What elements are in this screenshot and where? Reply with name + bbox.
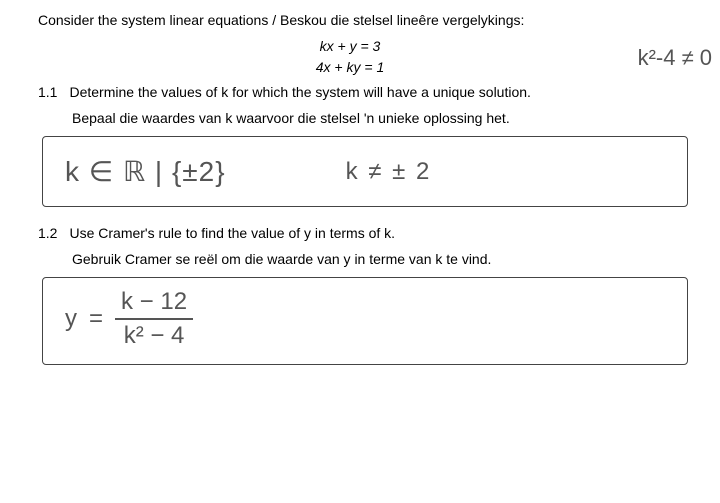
equation-block: kx + y = 3 4x + ky = 1 — [38, 36, 692, 78]
equals-sign: = — [89, 305, 103, 333]
fraction: k − 12 k² − 4 — [115, 288, 193, 350]
fraction-numerator: k − 12 — [115, 288, 193, 320]
intro-text: Consider the system linear equations / B… — [38, 12, 692, 28]
equation-2: 4x + ky = 1 — [8, 57, 692, 78]
q11-answer-a: k ∈ ℝ | {±2} — [65, 155, 226, 188]
fraction-denominator: k² − 4 — [115, 320, 193, 350]
q11-text-en: Determine the values of k for which the … — [69, 84, 692, 100]
question-1-2: 1.2 Use Cramer's rule to find the value … — [38, 225, 692, 241]
q11-number: 1.1 — [38, 84, 57, 100]
equation-1: kx + y = 3 — [8, 36, 692, 57]
q12-text-en: Use Cramer's rule to find the value of y… — [69, 225, 692, 241]
q12-answer: y = k − 12 k² − 4 — [65, 288, 665, 350]
q12-number: 1.2 — [38, 225, 57, 241]
q12-text-af: Gebruik Cramer se reël om die waarde van… — [72, 251, 692, 267]
answer-box-1: k ∈ ℝ | {±2} k ≠ ± 2 — [42, 136, 688, 207]
answer-box-2: y = k − 12 k² − 4 — [42, 277, 688, 365]
question-1-1: 1.1 Determine the values of k for which … — [38, 84, 692, 100]
q11-text-af: Bepaal die waardes van k waarvoor die st… — [72, 110, 692, 126]
q11-answer-b: k ≠ ± 2 — [346, 158, 432, 186]
y-label: y — [65, 305, 77, 333]
handwritten-annotation: k²-4 ≠ 0 — [638, 45, 712, 71]
